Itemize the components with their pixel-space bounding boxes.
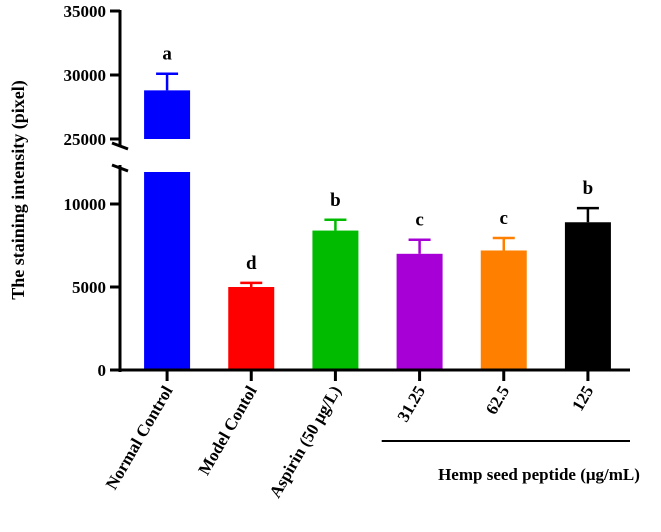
group-label: Hemp seed peptide (μg/mL) [438,465,640,484]
y-tick-label: 30000 [64,66,107,85]
significance-letter: b [330,190,341,211]
y-tick-label: 5000 [72,278,106,297]
bar [480,250,527,370]
y-axis-ticks: 0 5000 10000 25000 30000 35000 [64,2,120,380]
bars: a d b c c b [144,44,611,370]
bar [144,172,191,370]
axis-break-mark-lower [111,163,129,173]
axis-break-mark-upper [111,141,129,151]
y-tick-label: 25000 [64,130,107,149]
significance-letter: c [415,210,423,231]
category-label: Normal Control [102,382,177,492]
bar [312,230,359,370]
bar [228,287,275,370]
significance-letter: d [246,253,257,274]
y-tick-label: 10000 [64,195,107,214]
significance-letter: a [162,44,172,65]
y-tick-label: 0 [98,361,107,380]
bar [396,253,443,370]
category-label: Aspirin (50 μg/L) [266,383,345,501]
significance-letter: c [500,208,508,229]
y-axis-label: The staining intensity (pixel) [8,80,29,300]
y-tick-label: 35000 [64,2,107,21]
bar [564,222,611,370]
significance-letter: b [583,178,594,199]
category-label: 62.5 [482,383,513,418]
axes [111,10,630,442]
category-label: 125 [568,383,597,415]
category-label: 31.25 [393,383,429,426]
bar-upper-segment [144,90,191,139]
category-label: Model Contol [194,382,260,478]
